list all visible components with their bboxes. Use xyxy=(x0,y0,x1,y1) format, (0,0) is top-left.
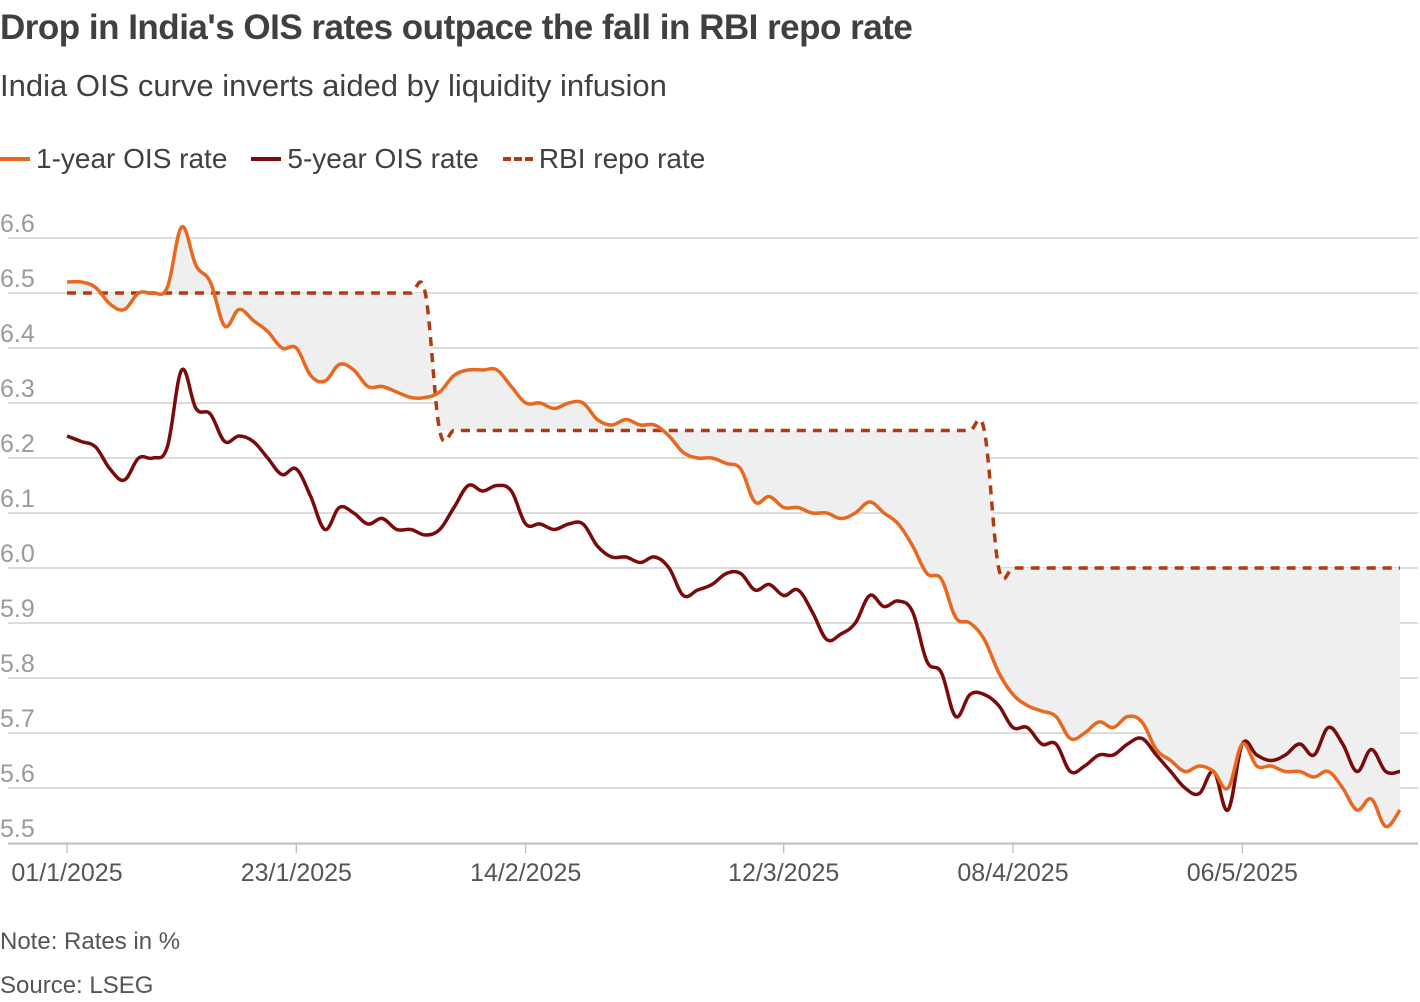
y-tick-label: 6.1 xyxy=(0,485,35,513)
x-tick-label: 01/1/2025 xyxy=(11,859,122,887)
shaded-gap xyxy=(67,226,1400,827)
y-tick-label: 6.4 xyxy=(0,320,35,348)
legend-item-repo: RBI repo rate xyxy=(502,143,706,175)
chart-title: Drop in India's OIS rates outpace the fa… xyxy=(0,8,913,47)
legend-item-1y-ois: 1-year OIS rate xyxy=(0,143,227,175)
legend-item-5y-ois: 5-year OIS rate xyxy=(251,143,479,175)
x-tick-label: 08/4/2025 xyxy=(957,859,1068,887)
legend-swatch-5y-ois xyxy=(251,157,282,161)
x-tick-label: 06/5/2025 xyxy=(1187,859,1298,887)
shaded-area xyxy=(67,226,1400,827)
y-tick-label: 5.7 xyxy=(0,705,35,733)
x-axis-ticks: 01/1/2025 23/1/2025 14/2/2025 12/3/2025 08/4… xyxy=(11,844,1298,887)
y-tick-label: 5.8 xyxy=(0,650,35,678)
source-credit: Source: LSEG xyxy=(0,972,154,999)
y-tick-label: 5.6 xyxy=(0,760,35,788)
y-tick-label: 6.5 xyxy=(0,265,35,293)
legend: 1-year OIS rate 5-year OIS rate RBI repo… xyxy=(0,140,729,178)
x-tick-label: 23/1/2025 xyxy=(241,859,352,887)
y-tick-label: 6.6 xyxy=(0,210,35,238)
line-chart: 6.6 6.5 6.4 6.3 6.2 6.1 6.0 5.9 5.8 5.7 5.6 5.5 01/… xyxy=(0,210,1418,887)
y-axis-ticks: 6.6 6.5 6.4 6.3 6.2 6.1 6.0 5.9 5.8 5.7 5.6 5.5 xyxy=(0,210,35,843)
series-lines xyxy=(66,225,1402,829)
legend-swatch-1y-ois xyxy=(0,157,30,161)
y-tick-label: 6.3 xyxy=(0,375,35,403)
legend-swatch-repo xyxy=(502,157,533,161)
x-tick-label: 14/2/2025 xyxy=(470,859,581,887)
series-line-1y-ois xyxy=(66,225,1402,829)
series-line-repo xyxy=(67,280,1400,581)
footnote: Note: Rates in % xyxy=(0,928,181,955)
x-tick-label: 12/3/2025 xyxy=(728,859,839,887)
y-tick-label: 6.0 xyxy=(0,540,35,568)
series-line-5y-ois xyxy=(66,367,1401,812)
y-tick-label: 6.2 xyxy=(0,430,35,458)
legend-label-5y-ois: 5-year OIS rate xyxy=(287,143,479,174)
chart-subtitle: India OIS curve inverts aided by liquidi… xyxy=(0,68,667,103)
legend-label-1y-ois: 1-year OIS rate xyxy=(36,143,228,174)
legend-label-repo: RBI repo rate xyxy=(538,143,706,174)
y-tick-label: 5.5 xyxy=(0,815,35,843)
y-tick-label: 5.9 xyxy=(0,595,35,623)
